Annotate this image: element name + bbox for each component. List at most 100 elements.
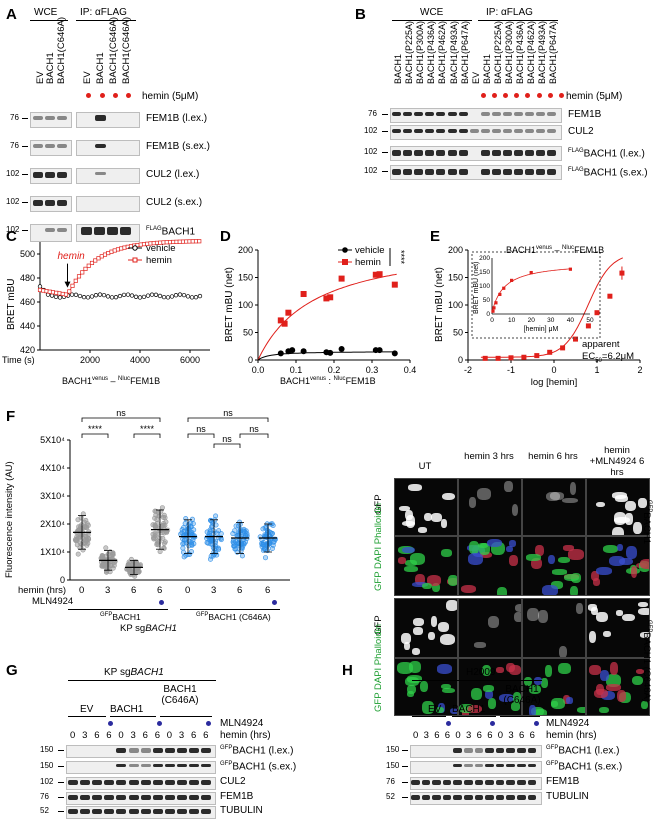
- c-legend-marker-hemin: [132, 257, 138, 263]
- a-band: [107, 227, 118, 235]
- f-point: [163, 519, 169, 525]
- b-band: [447, 150, 457, 156]
- e-inset-ytick: 0: [486, 311, 490, 318]
- b-blot-label-text: FEM1B: [568, 109, 602, 120]
- f-sig-label: ns: [196, 424, 206, 434]
- c-point-vehicle: [181, 292, 187, 298]
- f-micro-cell: [563, 573, 580, 582]
- f-point: [157, 549, 163, 555]
- f-hemin-value: 6: [237, 585, 243, 596]
- f-micro-cell: [616, 543, 623, 552]
- c-point-hemin: [138, 242, 143, 247]
- b-hemin-dot: [536, 93, 542, 98]
- f-point: [232, 546, 238, 552]
- f-micro-cell: [405, 515, 416, 528]
- f-point: [159, 530, 165, 536]
- b-band: [447, 129, 457, 133]
- g-mw-marker: 76: [40, 792, 49, 801]
- h-blot-label: FEM1B: [546, 777, 579, 787]
- d-point-hemin: [338, 275, 345, 282]
- b-band: [525, 129, 535, 133]
- b-band: [503, 150, 512, 156]
- f-micro-cell: [406, 674, 422, 683]
- h-blot-label: GFPBACH1 (l.ex.): [546, 745, 619, 756]
- f-micro-cell: [591, 606, 598, 616]
- e-inset-xtick: 30: [547, 317, 555, 324]
- f-micro-image: [458, 658, 522, 716]
- f-point: [83, 517, 89, 523]
- f-micro-cell: [589, 630, 597, 643]
- c-point-vehicle: [117, 293, 123, 299]
- a-band: [81, 227, 92, 235]
- h-band: [464, 764, 473, 767]
- c-point-hemin: [57, 291, 62, 296]
- d-fit-hemin: [257, 273, 397, 361]
- panel-label-d: D: [220, 228, 231, 245]
- f-micro-col-header: UT: [418, 461, 432, 472]
- a-lane-label: BACH1(C646A): [121, 16, 132, 84]
- g-hemin-value: 6: [106, 730, 112, 741]
- f-point: [186, 543, 192, 549]
- h-hemin-value: 0: [413, 730, 419, 741]
- f-micro-cell: [511, 503, 519, 516]
- h-band: [453, 748, 462, 753]
- b-blot-label: FEM1B: [568, 110, 601, 120]
- a-mw-marker: 76: [10, 113, 19, 122]
- e-ytick-label: 50: [453, 328, 463, 338]
- g-band: [164, 780, 175, 785]
- d-point-hemin: [327, 294, 334, 301]
- f-point: [189, 530, 195, 536]
- b-band: [503, 169, 512, 175]
- g-mln-label: MLN4924: [220, 718, 264, 729]
- f-micro-cell: [412, 647, 421, 655]
- b-mw-marker: 102: [364, 166, 378, 175]
- g-band: [152, 764, 163, 767]
- c-point-hemin: [86, 263, 91, 268]
- b-lane-label: BACH1(P436A): [426, 20, 437, 84]
- f-point: [265, 543, 271, 549]
- d-point-vehicle: [289, 347, 296, 354]
- b-band: [491, 129, 501, 133]
- g-blot-sup: GFP: [220, 745, 233, 751]
- g-band: [176, 764, 187, 767]
- h-band: [474, 795, 484, 800]
- h-band: [485, 748, 494, 753]
- g-hemin-value: 0: [166, 730, 173, 741]
- g-mw-tick: [58, 797, 64, 798]
- e-inset-xtick: 0: [490, 317, 494, 324]
- f-micro-cell: [600, 690, 616, 701]
- g-blot-label: FEM1B: [220, 792, 253, 802]
- c-point-vehicle: [125, 292, 131, 297]
- h-band: [517, 780, 526, 785]
- a-lane-label: EV: [82, 71, 93, 84]
- c-point-vehicle: [93, 293, 99, 298]
- c-point-vehicle: [153, 292, 159, 297]
- e-point: [560, 345, 566, 351]
- b-band: [436, 169, 446, 175]
- h-mw-tick: [402, 797, 408, 798]
- f-sig-bracket: [239, 433, 269, 438]
- panel-label-f: F: [6, 408, 16, 425]
- f-micro-cell: [596, 567, 613, 576]
- e-ytick-label: 150: [448, 273, 463, 283]
- g-band: [68, 795, 79, 800]
- b-mw-marker: 102: [364, 126, 378, 135]
- e-inset-ytick: 100: [479, 283, 490, 290]
- f-point: [82, 537, 88, 543]
- f-micro-cell: [615, 610, 624, 616]
- f-micro-cell: [471, 688, 483, 701]
- f-ylabel: Fluorescence intensity (AU): [4, 461, 15, 578]
- g-band: [176, 748, 187, 753]
- b-band: [458, 169, 468, 175]
- c-ytick-label: 480: [20, 273, 35, 283]
- b-blot-label-text: BACH1 (s.ex.): [583, 167, 648, 179]
- b-wce-header: WCE: [420, 7, 444, 18]
- f-micro-cell: [404, 565, 419, 572]
- c-point-vehicle: [157, 293, 163, 299]
- c-arrow-head: [64, 281, 71, 288]
- d-point-vehicle: [277, 350, 284, 357]
- h-hemin-value: 6: [529, 730, 535, 741]
- b-band: [480, 169, 490, 175]
- f-micro-cell: [508, 664, 521, 675]
- f-micro-cell: [613, 512, 627, 525]
